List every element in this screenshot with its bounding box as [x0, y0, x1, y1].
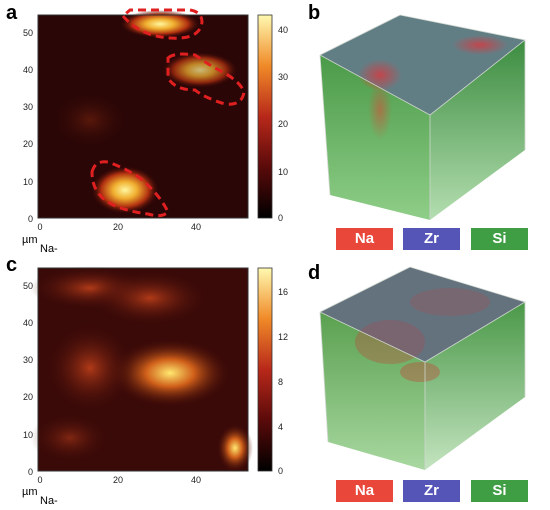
colorbar-c-tick: 4 [278, 422, 283, 432]
colorbar-c-tick: 16 [278, 287, 288, 297]
highlight-outlines-a [90, 8, 246, 218]
cube-b-side-face [430, 40, 525, 220]
map-c-x-ticks: 0 20 40 [37, 475, 201, 485]
cube-d-edges [319, 266, 526, 470]
colorbar-a [257, 14, 273, 219]
colorbar-a-tick: 0 [278, 213, 283, 223]
map-a-x-tick: 0 [37, 222, 42, 232]
map-c-hotspots [30, 266, 253, 472]
map-a-y-tick: 30 [23, 102, 33, 112]
map-c-y-tick: 50 [23, 281, 33, 291]
panel-label-a: a [6, 2, 18, 24]
map-c-species-label: Na- [40, 495, 58, 507]
colorbar-a-tick: 40 [278, 25, 288, 35]
map-a-y-tick: 50 [23, 28, 33, 38]
map-a-y-tick: 0 [28, 214, 33, 224]
atom-probe-cube-d [319, 266, 526, 470]
legend-na-swatch: Na [336, 480, 393, 502]
legend-zr-swatch: Zr [403, 480, 460, 502]
legend-na-swatch: Na [336, 228, 393, 250]
map-c-x-tick: 0 [37, 475, 42, 485]
panel-label-c: c [6, 254, 18, 276]
na-map-a: 0 10 20 30 40 50 0 20 40 0 10 20 30 40 [23, 8, 288, 232]
map-a-y-tick: 20 [23, 139, 33, 149]
map-a-x-tick: 40 [191, 222, 201, 232]
map-a-y-tick: 40 [23, 65, 33, 75]
map-a-x-tick: 20 [113, 222, 123, 232]
colorbar-a-tick: 30 [278, 72, 288, 82]
colorbar-a-tick: 20 [278, 119, 288, 129]
map-a-unit-label: µm [22, 234, 38, 246]
map-a-y-tick: 10 [23, 177, 33, 187]
map-c-y-tick: 0 [28, 467, 33, 477]
cube-d-side-face [425, 302, 525, 470]
colorbar-c-ticks: 0 4 8 12 16 [278, 287, 288, 476]
cube-d-top-face [320, 267, 525, 362]
colorbar-c-tick: 0 [278, 466, 283, 476]
panel-label-b: b [308, 2, 321, 24]
map-a-x-ticks: 0 20 40 [37, 222, 201, 232]
map-c-y-tick: 30 [23, 355, 33, 365]
cube-b-front-face [320, 55, 430, 220]
map-c-y-tick: 20 [23, 392, 33, 402]
colorbar-c-tick: 12 [278, 332, 288, 342]
map-a-species-label: Na- [40, 243, 58, 255]
atom-probe-cube-b [319, 14, 526, 220]
legend-si-swatch: Si [471, 228, 528, 250]
colorbar-a-ticks: 0 10 20 30 40 [278, 25, 288, 223]
colorbar-c-tick: 8 [278, 377, 283, 387]
map-c-y-tick: 10 [23, 430, 33, 440]
map-a-y-ticks: 0 10 20 30 40 50 [23, 28, 33, 224]
map-c-y-ticks: 0 10 20 30 40 50 [23, 281, 33, 477]
legend-si-swatch: Si [471, 480, 528, 502]
map-c-x-tick: 40 [191, 475, 201, 485]
map-c-x-tick: 20 [113, 475, 123, 485]
panel-label-d: d [308, 262, 321, 284]
cube-d-front-face [320, 312, 425, 470]
map-c-unit-label: µm [22, 486, 38, 498]
legend-zr-swatch: Zr [403, 228, 460, 250]
colorbar-a-tick: 10 [278, 167, 288, 177]
cube-b-edges [319, 14, 526, 220]
colorbar-c [257, 267, 273, 472]
na-map-c: 0 10 20 30 40 50 0 20 40 0 4 8 12 16 [23, 266, 288, 485]
map-c-y-tick: 40 [23, 318, 33, 328]
